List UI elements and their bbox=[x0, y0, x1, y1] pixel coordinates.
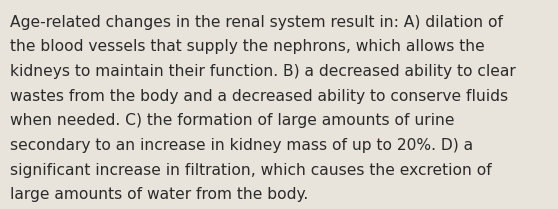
Text: Age-related changes in the renal system result in: A) dilation of: Age-related changes in the renal system … bbox=[10, 15, 503, 30]
Text: wastes from the body and a decreased ability to conserve fluids: wastes from the body and a decreased abi… bbox=[10, 89, 508, 104]
Text: large amounts of water from the body.: large amounts of water from the body. bbox=[10, 187, 308, 202]
Text: when needed. C) the formation of large amounts of urine: when needed. C) the formation of large a… bbox=[10, 113, 455, 128]
Text: kidneys to maintain their function. B) a decreased ability to clear: kidneys to maintain their function. B) a… bbox=[10, 64, 516, 79]
Text: secondary to an increase in kidney mass of up to 20%. D) a: secondary to an increase in kidney mass … bbox=[10, 138, 473, 153]
Text: the blood vessels that supply the nephrons, which allows the: the blood vessels that supply the nephro… bbox=[10, 39, 485, 54]
Text: significant increase in filtration, which causes the excretion of: significant increase in filtration, whic… bbox=[10, 163, 492, 178]
